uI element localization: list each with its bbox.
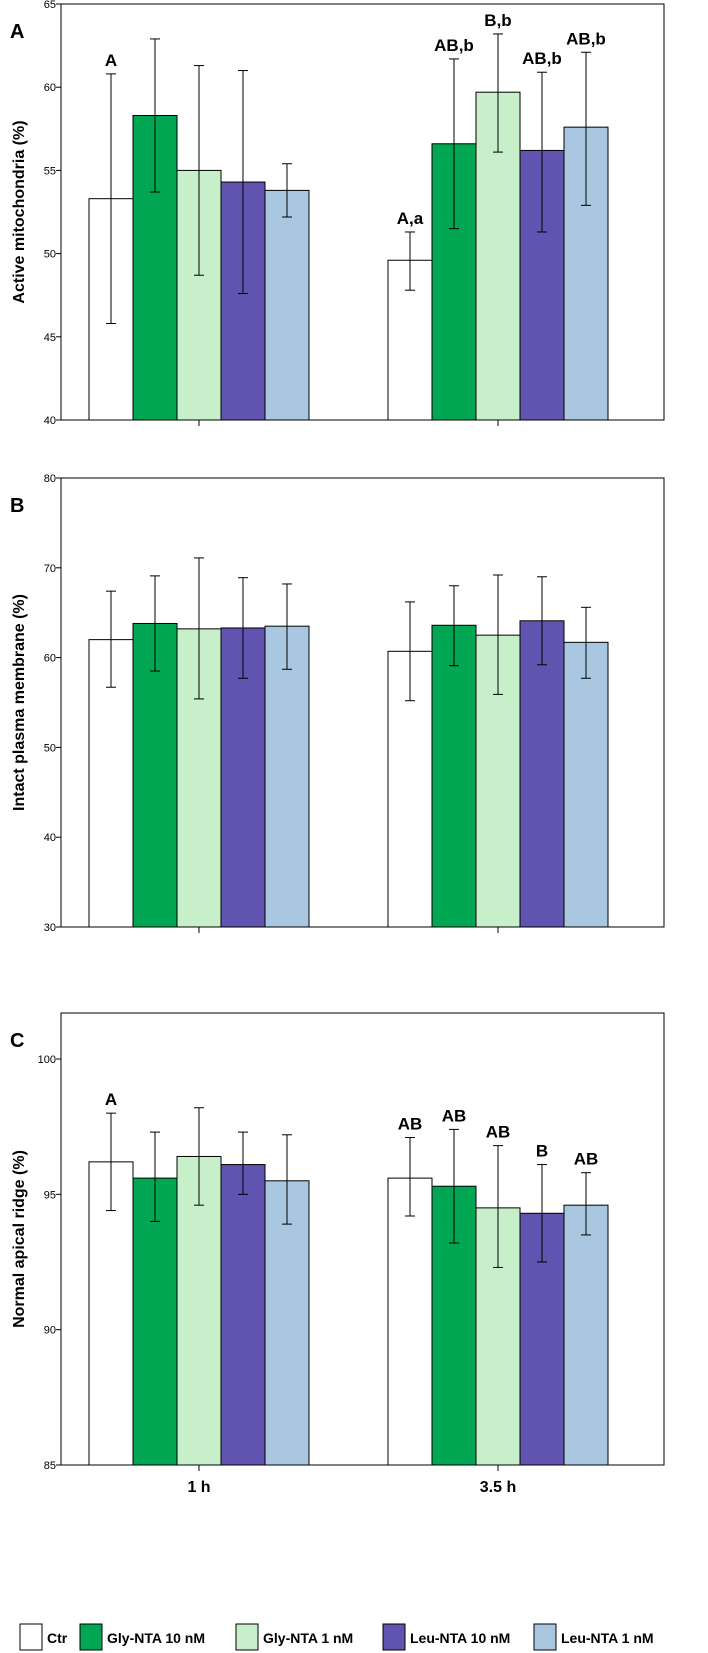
- y-tick-label: 95: [44, 1189, 56, 1201]
- legend-label: Ctr: [47, 1630, 68, 1646]
- bar: [519, 620, 565, 928]
- bar: [264, 625, 310, 928]
- significance-label: B: [536, 1142, 548, 1161]
- x-tick-label: 1 h: [187, 1479, 210, 1496]
- bar: [88, 1161, 134, 1466]
- y-axis-title: Intact plasma membrane (%): [11, 594, 28, 811]
- significance-label: AB,b: [522, 49, 562, 68]
- legend-swatch: [382, 1623, 406, 1651]
- significance-label: AB,b: [434, 36, 474, 55]
- bar: [563, 641, 609, 928]
- bar: [132, 1177, 178, 1466]
- bar: [176, 1155, 222, 1466]
- significance-label: AB: [398, 1115, 423, 1134]
- plot-frame-A: [60, 3, 665, 421]
- y-axis-title: Active mitochondria (%): [11, 120, 28, 303]
- significance-label: A,a: [397, 209, 424, 228]
- y-tick-label: 85: [44, 1460, 56, 1472]
- legend-swatch: [79, 1623, 103, 1651]
- significance-label: AB,b: [566, 29, 606, 48]
- y-tick-label: 65: [44, 0, 56, 11]
- x-tick-label: 3.5 h: [480, 1479, 516, 1496]
- panel-letter-A: A: [10, 21, 24, 43]
- significance-label: AB: [574, 1150, 599, 1169]
- bar: [264, 189, 310, 421]
- y-tick-label: 90: [44, 1325, 56, 1337]
- y-tick-label: 50: [44, 249, 56, 261]
- legend-label: Gly-NTA 1 nM: [263, 1630, 353, 1646]
- significance-label: B,b: [484, 11, 511, 30]
- y-tick-label: 80: [44, 473, 56, 485]
- significance-label: AB: [442, 1106, 467, 1125]
- legend-label: Leu-NTA 1 nM: [561, 1630, 654, 1646]
- bar: [220, 1164, 266, 1466]
- y-tick-label: 40: [44, 832, 56, 844]
- y-tick-label: 45: [44, 332, 56, 344]
- legend-swatch: [533, 1623, 557, 1651]
- legend-label: Leu-NTA 10 nM: [410, 1630, 510, 1646]
- significance-label: AB: [486, 1123, 511, 1142]
- y-tick-label: 60: [44, 82, 56, 94]
- plot-frame-C: [60, 1012, 665, 1466]
- legend-swatch: [235, 1623, 259, 1651]
- y-tick-label: 60: [44, 653, 56, 665]
- y-tick-label: 50: [44, 742, 56, 754]
- bar: [132, 622, 178, 928]
- bar: [563, 1204, 609, 1466]
- y-tick-label: 100: [38, 1054, 56, 1066]
- y-tick-label: 40: [44, 415, 56, 427]
- legend-label: Gly-NTA 10 nM: [107, 1630, 205, 1646]
- significance-label: A: [105, 1090, 117, 1109]
- bar: [431, 624, 477, 928]
- panel-letter-B: B: [10, 495, 24, 517]
- y-axis-title: Normal apical ridge (%): [11, 1150, 28, 1328]
- legend-swatch: [19, 1623, 43, 1651]
- bar: [387, 1177, 433, 1466]
- significance-label: A: [105, 51, 117, 70]
- plot-frame-B: [60, 477, 665, 928]
- y-tick-label: 70: [44, 563, 56, 575]
- y-tick-label: 55: [44, 165, 56, 177]
- y-tick-label: 30: [44, 922, 56, 934]
- panel-letter-C: C: [10, 1030, 24, 1052]
